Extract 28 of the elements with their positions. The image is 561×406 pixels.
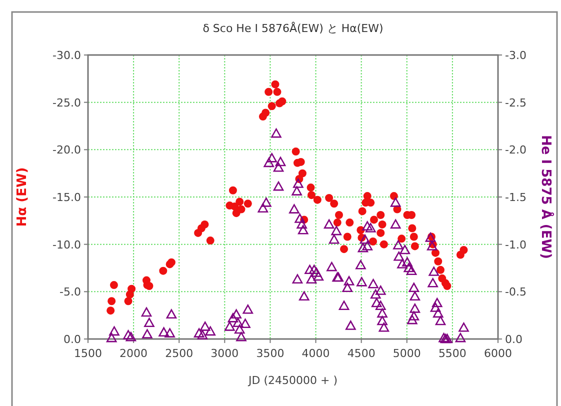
x-tick-label: 2500 <box>165 347 194 360</box>
y-tick-label: -20.0 <box>52 144 81 157</box>
x-tick-label: 5500 <box>438 347 466 360</box>
y2-tick-label: -2.5 <box>505 96 526 110</box>
y-tick-label: -10.0 <box>52 238 81 252</box>
y2-tick-label: -1.5 <box>505 191 526 204</box>
x-tick-label: 2000 <box>120 347 148 360</box>
y-axis-title: Hα (EW) <box>15 167 30 227</box>
x-tick-label: 4500 <box>347 347 376 360</box>
chart-title: δ Sco He I 5876Å(EW) と Hα(EW) <box>202 21 384 35</box>
y-tick-label: -5.0 <box>60 286 81 299</box>
y2-tick-label: 0.0 <box>505 333 522 346</box>
x-tick-label: 4000 <box>302 347 330 360</box>
x-axis-title: JD (2450000 + ) <box>248 374 338 387</box>
y-tick-label: -30.0 <box>52 49 81 62</box>
x-tick-label: 3500 <box>256 347 284 360</box>
x-tick-label: 6000 <box>484 347 512 360</box>
y2-axis-title: He I 5875 Å (EW) <box>538 135 555 259</box>
y-tick-label: -25.0 <box>52 96 81 110</box>
x-tick-label: 5000 <box>392 347 421 360</box>
y2-tick-label: -3.0 <box>505 49 526 62</box>
y2-tick-label: -2.0 <box>505 144 526 157</box>
x-tick-label: 3000 <box>210 347 239 360</box>
y-tick-label: 0.0 <box>64 333 81 346</box>
y2-tick-label: -0.5 <box>505 286 526 299</box>
x-tick-label: 1500 <box>74 347 102 360</box>
y-tick-label: -15.0 <box>52 191 81 204</box>
y2-tick-label: -1.0 <box>505 238 526 252</box>
